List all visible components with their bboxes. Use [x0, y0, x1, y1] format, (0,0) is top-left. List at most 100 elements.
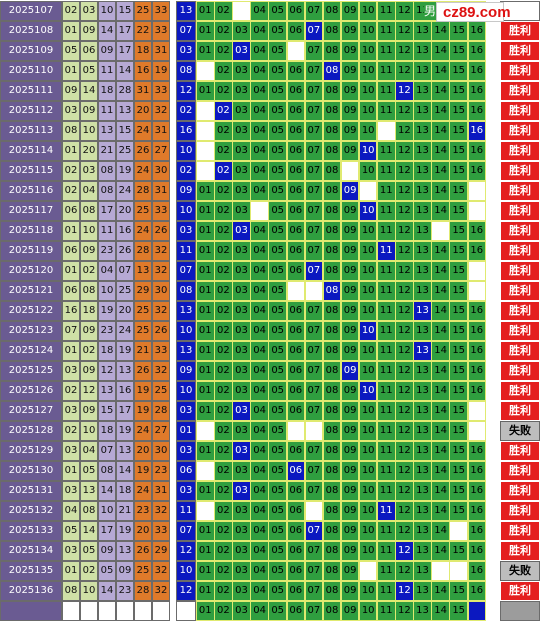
trend-cell: 14	[431, 261, 450, 281]
result-badge: 胜利	[500, 521, 540, 541]
trend-cell: 03	[232, 141, 251, 161]
trend-cell: 16	[467, 141, 487, 161]
trend-cell: 11	[377, 381, 396, 401]
red-ball-cell: 02	[62, 161, 80, 181]
trend-cell: 06	[286, 441, 306, 461]
trend-cell	[467, 181, 487, 201]
red-ball-cell: 08	[80, 281, 98, 301]
trend-cell: 03	[232, 121, 251, 141]
period-cell: 2025114	[0, 141, 62, 161]
trend-cell	[232, 1, 251, 21]
result-badge: 胜利	[500, 201, 540, 221]
red-ball-cell: 12	[98, 361, 116, 381]
red-ball-cell: 32	[152, 301, 170, 321]
red-ball-cell: 26	[134, 361, 152, 381]
trend-cell: 10	[358, 141, 378, 161]
trend-cell: 02	[214, 501, 233, 521]
period-cell: 2025119	[0, 241, 62, 261]
trend-cell: 05	[268, 341, 287, 361]
period-cell: 2025109	[0, 41, 62, 61]
trend-cell: 02	[214, 561, 233, 581]
footer-trend-cell: 13	[413, 601, 432, 621]
red-ball-cell: 08	[80, 201, 98, 221]
trend-cell: 07	[304, 581, 324, 601]
blue-ball-cell: 03	[176, 221, 196, 241]
red-ball-cell: 10	[80, 221, 98, 241]
trend-cell: 14	[431, 161, 450, 181]
trend-cell	[467, 281, 487, 301]
blue-ball-cell: 09	[176, 181, 196, 201]
period-cell: 2025130	[0, 461, 62, 481]
trend-cell: 01	[196, 381, 215, 401]
red-ball-cell: 16	[116, 221, 134, 241]
red-ball-cell: 18	[116, 481, 134, 501]
trend-cell: 14	[431, 201, 450, 221]
period-cell: 2025107	[0, 1, 62, 21]
trend-cell: 12	[395, 381, 414, 401]
trend-cell: 07	[304, 141, 324, 161]
trend-cell: 06	[286, 181, 306, 201]
red-ball-cell: 26	[134, 541, 152, 561]
trend-cell: 06	[286, 201, 306, 221]
trend-cell: 06	[286, 261, 306, 281]
red-ball-cell: 05	[80, 61, 98, 81]
trend-cell: 03	[232, 221, 251, 241]
trend-cell	[377, 121, 396, 141]
period-cell: 2025136	[0, 581, 62, 601]
red-ball-cell: 25	[116, 141, 134, 161]
red-ball-cell: 31	[152, 41, 170, 61]
trend-cell: 14	[431, 421, 450, 441]
trend-cell: 15	[449, 581, 468, 601]
trend-cell: 14	[431, 81, 450, 101]
trend-cell: 09	[340, 101, 360, 121]
trend-cell: 12	[395, 241, 414, 261]
trend-cell: 04	[250, 261, 269, 281]
trend-cell: 03	[232, 181, 251, 201]
trend-cell	[196, 61, 215, 81]
footer-num	[62, 601, 80, 621]
blue-ball-cell: 10	[176, 141, 196, 161]
trend-cell: 03	[232, 581, 251, 601]
trend-cell: 16	[467, 581, 487, 601]
trend-cell: 14	[431, 21, 450, 41]
trend-cell: 08	[322, 261, 342, 281]
red-ball-cell: 21	[116, 501, 134, 521]
trend-cell: 10	[358, 501, 378, 521]
red-ball-cell: 27	[152, 421, 170, 441]
trend-cell: 05	[268, 581, 287, 601]
red-ball-cell: 10	[80, 121, 98, 141]
trend-cell: 02	[214, 41, 233, 61]
period-cell: 2025117	[0, 201, 62, 221]
blue-ball-cell: 02	[176, 161, 196, 181]
footer-trend-cell: 12	[395, 601, 414, 621]
trend-cell: 05	[268, 321, 287, 341]
trend-cell: 03	[232, 521, 251, 541]
red-ball-cell: 24	[116, 181, 134, 201]
trend-cell: 01	[196, 301, 215, 321]
period-cell: 2025134	[0, 541, 62, 561]
trend-cell: 03	[232, 281, 251, 301]
trend-cell: 02	[214, 401, 233, 421]
trend-cell: 03	[232, 81, 251, 101]
trend-cell: 03	[232, 321, 251, 341]
trend-cell: 13	[413, 21, 432, 41]
trend-cell: 12	[395, 1, 414, 21]
red-ball-cell: 02	[62, 421, 80, 441]
trend-cell: 16	[467, 521, 487, 541]
period-cell: 2025127	[0, 401, 62, 421]
trend-cell: 15	[449, 101, 468, 121]
result-badge: 胜利	[500, 541, 540, 561]
trend-cell: 08	[322, 481, 342, 501]
footer-blue	[176, 601, 196, 621]
trend-cell: 14	[431, 241, 450, 261]
trend-cell: 13	[413, 581, 432, 601]
trend-cell: 06	[286, 1, 306, 21]
red-ball-cell: 25	[134, 201, 152, 221]
trend-cell: 07	[304, 121, 324, 141]
trend-cell: 14	[431, 361, 450, 381]
red-ball-cell: 03	[62, 101, 80, 121]
trend-cell	[304, 501, 324, 521]
red-ball-cell: 24	[134, 121, 152, 141]
trend-cell: 10	[358, 81, 378, 101]
trend-cell: 13	[413, 101, 432, 121]
